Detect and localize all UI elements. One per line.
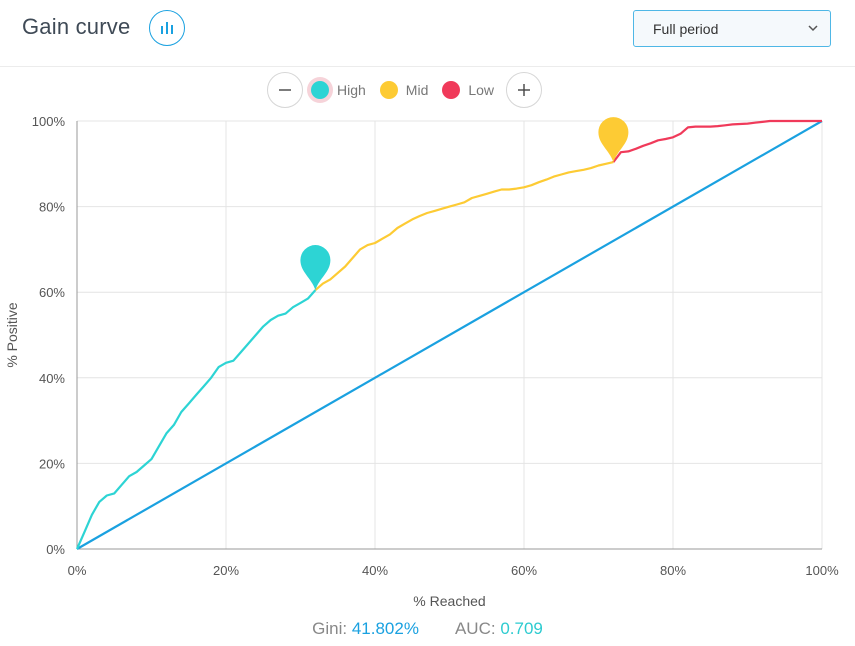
legend-label-high: High [337,82,366,98]
series-line-high [75,289,317,550]
legend-swatch-low [442,81,461,99]
period-select[interactable]: Full period [633,10,831,47]
zoom-out-button[interactable] [267,72,303,108]
legend-label-mid: Mid [405,82,429,98]
chart-type-button[interactable] [149,10,185,46]
header: Gain curve Full period [0,0,855,67]
series-line-random [76,120,823,550]
x-tick-label: 100% [805,563,839,578]
y-tick-label: 80% [39,200,65,215]
legend-item-low[interactable]: Low [442,81,500,99]
x-tick-label: 40% [362,563,388,578]
x-tick-label: 60% [511,563,537,578]
legend-swatch-mid [379,81,398,99]
x-tick-label: 20% [213,563,239,578]
legend-item-mid[interactable]: Mid [379,81,435,99]
chevron-down-icon [808,25,818,32]
minus-icon [279,89,291,91]
y-tick-label: 40% [39,371,65,386]
marker-pin-shape [300,245,331,291]
x-tick-label: 80% [660,563,686,578]
metrics-bar: Gini: 41.802% AUC: 0.709 [0,619,855,639]
gain-chart: 0% 20% 40% 60% 80% 100% 0% 20% 40% 60% 80% 100% % Re… [4,114,839,609]
marker-pin-shape [598,117,629,163]
series-line-low [612,119,822,163]
zoom-in-button[interactable] [506,72,543,108]
x-axis-label: % Reached [413,593,485,609]
legend-item-high[interactable]: High [311,81,372,99]
y-tick-label: 60% [39,285,65,300]
gini-value: 41.802% [351,619,419,638]
bar-chart-icon [161,22,173,34]
y-tick-label: 100% [32,114,66,129]
marker-pin-mid [598,117,629,163]
plus-icon [518,84,531,96]
series-line-mid [314,161,614,291]
period-select-value: Full period [653,21,719,37]
auc-label: AUC: [454,619,496,638]
legend-toolbar: High Mid Low [267,71,543,109]
legend-swatch-high [311,81,329,99]
page-title: Gain curve [22,14,131,39]
y-axis-label: % Positive [4,302,20,368]
marker-pin-high [300,245,331,291]
y-tick-label: 0% [46,542,65,557]
gini-label: Gini: [312,619,348,638]
y-tick-label: 20% [39,456,65,471]
x-tick-label: 0% [68,563,87,578]
legend-label-low: Low [468,82,495,98]
auc-value: 0.709 [500,619,543,638]
